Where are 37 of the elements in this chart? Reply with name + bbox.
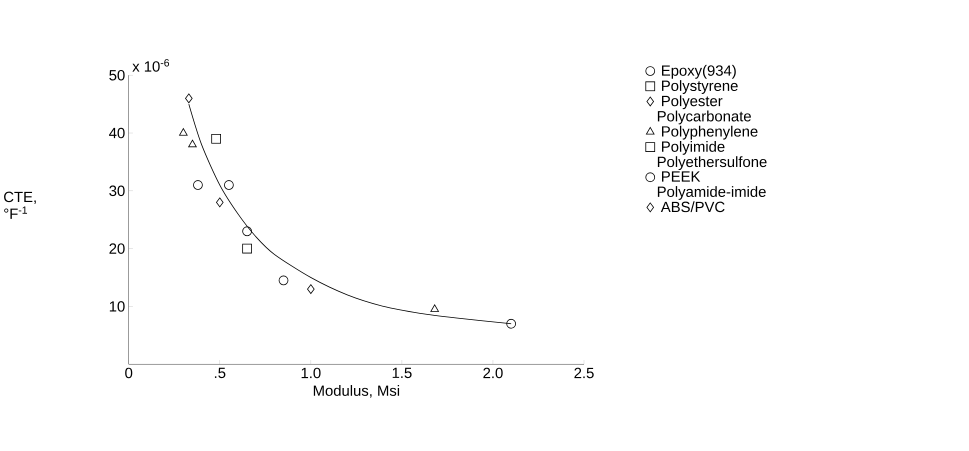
x-tick-label: .5 (214, 368, 226, 378)
y-tick-label: 30 (109, 185, 125, 196)
y-tick-label: 10 (110, 301, 125, 312)
y-tick-label: 40 (109, 128, 125, 138)
point (307, 284, 315, 294)
legend-label: PEEK (662, 171, 700, 182)
x-tick-label: 2.5 (574, 368, 594, 378)
x-tick-label: 2.0 (483, 368, 503, 378)
point (185, 93, 193, 104)
x-tick-label: 0 (125, 368, 132, 378)
legend-label: Epoxy(934) (662, 64, 736, 79)
y-tick-label: 20 (109, 243, 125, 254)
point (193, 180, 203, 190)
point (211, 134, 221, 144)
point (430, 304, 439, 312)
point (188, 140, 197, 148)
y-tick-label: 50 (109, 70, 125, 80)
point (216, 197, 224, 208)
text: Polycarbonate (658, 110, 751, 124)
y-axis-title: CTE, °F$^{-1}$ (4, 192, 36, 219)
legend-label: ABS/PVC (660, 201, 725, 212)
legend-label: Polystyrene (662, 80, 738, 94)
point (242, 244, 252, 254)
text: Polyamide-imide (658, 186, 766, 200)
legend-label: Polyester (662, 95, 722, 110)
point (224, 180, 234, 190)
x-axis-title: Modulus, Msi (314, 384, 400, 398)
point (179, 128, 188, 136)
legend-label: Polyimide (662, 140, 724, 155)
text: x 10$^{-6}$ (132, 59, 170, 72)
x-tick-label: 1.0 (302, 368, 321, 378)
text: Polyethersulfone (658, 156, 767, 170)
x-tick-label: 1.5 (392, 368, 412, 378)
point (506, 318, 516, 328)
legend-label: Polyphenylene (662, 126, 758, 140)
point (242, 226, 252, 236)
point (278, 275, 288, 286)
